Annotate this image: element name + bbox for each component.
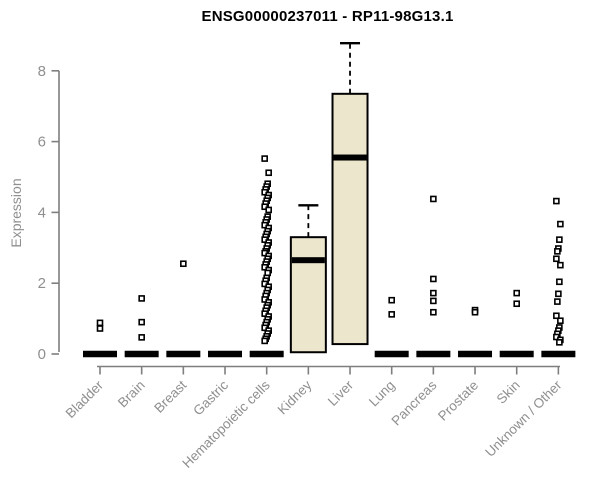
outlier-point [553,197,560,205]
outlier-point [388,311,395,318]
x-category-label: Lung [366,378,398,410]
outlier-point [96,325,104,332]
outlier-point [430,308,437,316]
outlier-point [265,206,272,214]
outlier-point [555,290,562,298]
x-category-label: Brain [115,378,148,411]
outlier-point [430,289,437,297]
outlier-point [138,318,145,326]
zero-box-unknown-other [541,350,576,358]
outlier-point [557,317,564,325]
outlier-point [513,289,521,297]
zero-box-pancreas [416,350,451,358]
zero-box-skin [499,350,534,358]
zero-box-gastric [208,350,243,358]
zero-box-hematopoietic-cells [249,350,284,358]
outlier-point [554,248,561,255]
outlier-point [265,169,272,177]
zero-box-breast [166,350,201,358]
y-tick-label: 0 [38,346,46,363]
outlier-point [96,319,104,327]
median-kidney [291,257,325,264]
x-category-label: Pancreas [389,377,440,428]
outlier-point [430,297,437,305]
zero-box-brain [124,350,159,358]
x-category-label: Unknown / Other [482,377,565,460]
chart-title: ENSG00000237011 - RP11-98G13.1 [201,8,454,25]
outlier-point [557,220,564,228]
outlier-point [556,278,563,286]
outlier-point [138,334,145,341]
zero-box-prostate [458,350,493,358]
x-category-label: Kidney [275,377,315,417]
outlier-point [430,275,437,283]
box-kidney [289,236,327,354]
box-liver [331,92,369,346]
outlier-point [557,261,564,269]
y-tick-label: 2 [38,275,46,292]
x-category-label: Gastric [190,377,231,418]
x-category-label: Bladder [63,377,107,421]
x-category-label: Liver [325,377,357,409]
y-tick-label: 8 [38,63,46,80]
outlier-point [556,236,563,243]
x-category-label: Skin [494,378,523,407]
outlier-point [388,296,395,304]
outlier-point [556,339,563,346]
outlier-point [138,295,145,302]
outlier-point [180,260,187,268]
outlier-point [554,298,561,305]
outlier-point [553,255,560,263]
x-category-label: Breast [151,377,189,415]
x-category-label: Prostate [435,378,481,424]
zero-box-lung [374,350,409,358]
median-liver [333,154,367,161]
y-tick-label: 4 [38,204,46,221]
outlier-point [261,155,268,162]
zero-box-bladder [83,350,117,358]
outlier-point [553,312,560,320]
y-tick-label: 6 [38,134,46,151]
outlier-point [513,300,521,308]
outlier-point [430,195,437,203]
outlier-point [471,308,479,316]
outlier-point [261,337,268,345]
